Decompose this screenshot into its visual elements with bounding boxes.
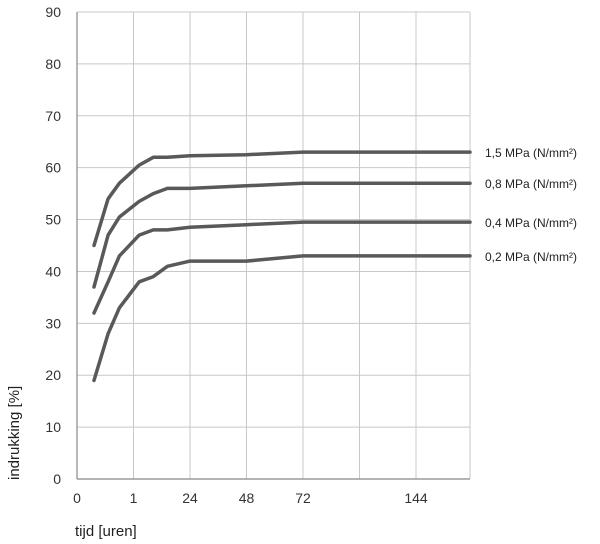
y-tick-label: 70 (45, 108, 61, 124)
series-label: 0,2 MPa (N/mm²) (485, 250, 577, 264)
y-tick-label: 0 (53, 471, 61, 487)
series-line (92, 181, 472, 289)
y-tick-label: 80 (45, 56, 61, 72)
x-axis-title: tijd [uren] (75, 523, 137, 540)
series-label: 0,4 MPa (N/mm²) (485, 216, 577, 230)
y-tick-label: 20 (45, 367, 61, 383)
series-line (92, 150, 472, 248)
y-tick-label: 30 (45, 315, 61, 331)
series-line (92, 254, 472, 383)
grid (76, 11, 471, 480)
y-tick-label: 40 (45, 263, 61, 279)
x-tick-label: 48 (239, 490, 255, 506)
y-axis-title: indrukking [%] (6, 386, 23, 480)
series-label: 1,5 MPa (N/mm²) (485, 146, 577, 160)
series-line (92, 220, 472, 315)
y-tick-label: 10 (45, 419, 61, 435)
y-tick-label: 90 (45, 4, 61, 20)
x-tick-label: 144 (404, 490, 428, 506)
y-tick-label: 60 (45, 160, 61, 176)
y-tick-label: 50 (45, 212, 61, 228)
series-label: 0,8 MPa (N/mm²) (485, 177, 577, 191)
x-tick-label: 24 (182, 490, 198, 506)
y-axis-ticks: 0 10 20 30 40 50 60 70 80 90 (45, 4, 61, 487)
x-tick-label: 0 (73, 490, 81, 506)
series-lines (92, 150, 472, 383)
x-tick-label: 1 (130, 490, 138, 506)
x-axis-ticks: 0 1 24 48 72 144 (73, 490, 428, 506)
x-tick-label: 72 (295, 490, 311, 506)
series-labels: 1,5 MPa (N/mm²) 0,8 MPa (N/mm²) 0,4 MPa (N… (485, 146, 577, 264)
